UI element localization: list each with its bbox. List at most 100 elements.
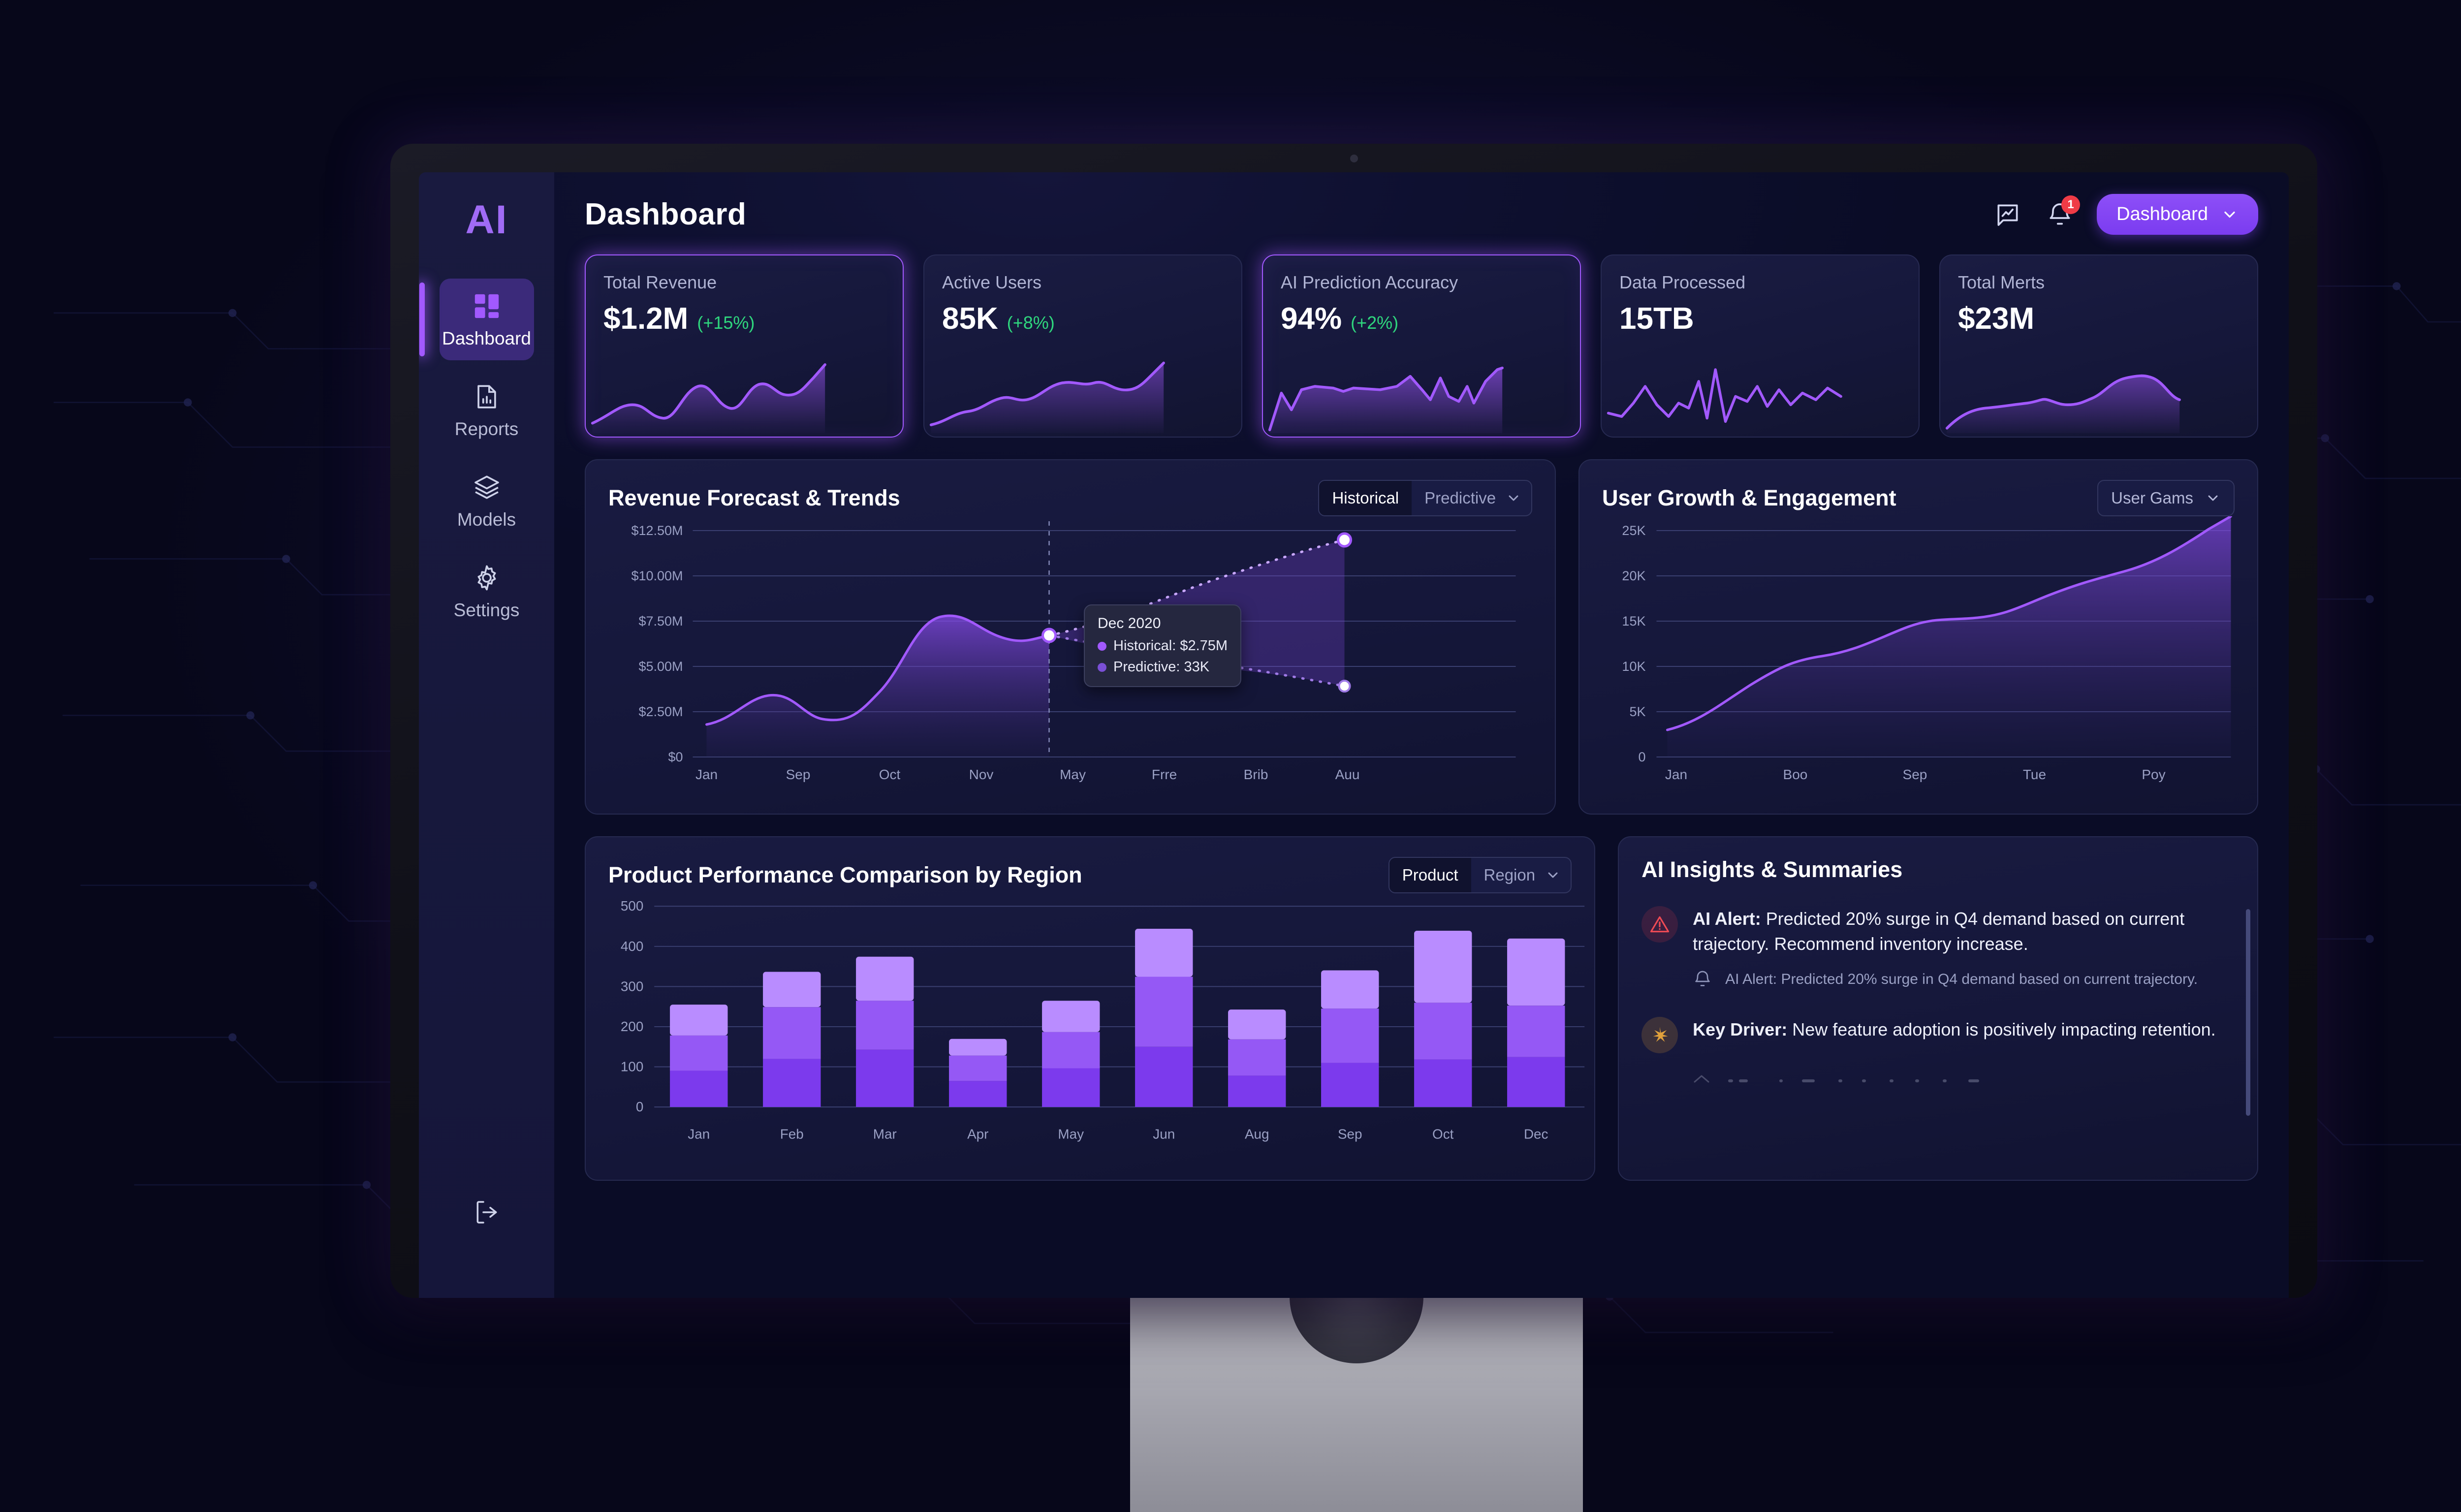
panel-header: AI Insights & Summaries — [1619, 837, 2257, 882]
sidebar-item-models[interactable]: Models — [440, 460, 534, 541]
charts-row-lower: Product Performance Comparison by Region… — [585, 836, 2258, 1298]
segment-product[interactable]: Product — [1389, 858, 1471, 892]
kpi-card-ai-prediction-accuracy[interactable]: AI Prediction Accuracy 94% (+2%) — [1262, 254, 1581, 438]
insight-bold-label: Key Driver: — [1693, 1019, 1788, 1040]
kpi-card-total-merts[interactable]: Total Merts $23M — [1939, 254, 2258, 438]
tooltip-dot-predictive — [1098, 662, 1106, 672]
insights-list: AI Alert: Predicted 20% surge in Q4 dema… — [1619, 882, 2257, 1116]
svg-text:Sep: Sep — [786, 767, 811, 782]
kpi-card-total-revenue[interactable]: Total Revenue $1.2M (+15%) — [585, 254, 904, 438]
bar-group-apr — [949, 1039, 1007, 1107]
kpi-value: $1.2M — [603, 302, 689, 336]
svg-text:100: 100 — [621, 1059, 643, 1074]
segment-region-label: Region — [1483, 866, 1536, 884]
panel-title: Product Performance Comparison by Region — [608, 862, 1082, 887]
tooltip-dot-historical — [1098, 641, 1106, 651]
kpi-delta: (+15%) — [697, 313, 755, 333]
bell-icon — [1693, 969, 1712, 989]
app-logo: AI — [465, 197, 508, 242]
svg-text:20K: 20K — [1622, 568, 1645, 583]
product-performance-chart[interactable]: 500 400 300 200 100 0 — [586, 893, 1594, 1149]
sidebar-item-dashboard[interactable]: Dashboard — [419, 279, 534, 360]
insights-scrollbar[interactable] — [2246, 909, 2250, 1116]
panel-title: AI Insights & Summaries — [1641, 857, 1903, 882]
sidebar: AI Dashboard — [419, 172, 554, 1298]
sidebar-item-label: Models — [457, 509, 516, 530]
insight-bold-label: AI Alert: — [1693, 909, 1761, 929]
insight-text: AI Alert: Predicted 20% surge in Q4 dema… — [1693, 906, 2235, 956]
chat-chart-icon[interactable] — [1992, 199, 2023, 230]
sidebar-item-reports[interactable]: Reports — [440, 369, 534, 451]
tooltip-row-historical: Historical: $2.75M — [1113, 638, 1228, 654]
segment-region[interactable]: Region — [1471, 858, 1571, 892]
segment-predictive[interactable]: Predictive — [1412, 481, 1531, 515]
kpi-card-active-users[interactable]: Active Users 85K (+8%) — [923, 254, 1242, 438]
kpi-label: Total Revenue — [603, 272, 717, 292]
kpi-card-data-processed[interactable]: Data Processed 15TB — [1601, 254, 1920, 438]
screen: AI Dashboard — [419, 172, 2289, 1298]
bar-group-sep — [1321, 970, 1379, 1107]
main-content: Dashboard 1 — [554, 172, 2289, 1298]
kpi-delta: (+8%) — [1007, 313, 1055, 333]
svg-text:$5.00M: $5.00M — [638, 659, 683, 674]
kpi-delta: (+2%) — [1351, 313, 1399, 333]
user-growth-chart[interactable]: 25K 20K 15K 10K 5K 0 — [1579, 516, 2257, 782]
revenue-forecast-panel: Revenue Forecast & Trends Historical Pre… — [585, 459, 1556, 815]
insight-item-truncated — [1693, 1073, 2235, 1086]
svg-text:Boo: Boo — [1783, 767, 1808, 782]
svg-text:Apr: Apr — [967, 1127, 988, 1142]
revenue-forecast-chart[interactable]: $12.50M $10.00M $7.50M $5.00M $2.50M $0 — [586, 516, 1555, 782]
dashboard-dropdown-button[interactable]: Dashboard — [2097, 194, 2258, 235]
svg-text:Jan: Jan — [688, 1127, 710, 1142]
ai-insights-panel: AI Insights & Summaries AI Alert: Pr — [1618, 836, 2258, 1181]
svg-text:Feb: Feb — [780, 1127, 804, 1142]
tooltip-date: Dec 2020 — [1098, 615, 1161, 631]
kpi-value: 94% — [1281, 302, 1342, 336]
svg-text:Sep: Sep — [1903, 767, 1927, 782]
svg-text:Sep: Sep — [1338, 1127, 1362, 1142]
segment-historical[interactable]: Historical — [1319, 481, 1412, 515]
warning-triangle-icon — [1641, 906, 1678, 943]
bar-group-oct — [1414, 930, 1472, 1107]
kpi-label: Data Processed — [1619, 272, 1746, 292]
layers-icon — [473, 473, 501, 502]
insight-item-ai-alert[interactable]: AI Alert: Predicted 20% surge in Q4 dema… — [1641, 906, 2235, 956]
sidebar-item-settings[interactable]: Settings — [440, 550, 534, 632]
insight-item-key-driver[interactable]: Key Driver: New feature adoption is posi… — [1641, 1016, 2235, 1053]
svg-text:$2.50M: $2.50M — [638, 704, 683, 719]
sparkline-chart — [929, 361, 1165, 434]
bar-group-jun — [1135, 929, 1193, 1107]
svg-text:25K: 25K — [1622, 523, 1645, 538]
bar-group-jan — [670, 1005, 728, 1107]
insight-body: Predicted 20% surge in Q4 demand based o… — [1693, 909, 2185, 954]
svg-text:Frre: Frre — [1152, 767, 1177, 782]
topbar: Dashboard 1 — [585, 194, 2258, 235]
bar-group-feb — [763, 972, 821, 1107]
gear-icon — [473, 564, 501, 592]
user-gams-label: User Gams — [2111, 489, 2193, 507]
svg-text:$0: $0 — [668, 750, 683, 764]
monitor-bezel: AI Dashboard — [390, 144, 2317, 1298]
report-document-icon — [473, 382, 501, 411]
logout-icon[interactable] — [464, 1190, 509, 1235]
sidebar-nav: Dashboard Reports — [419, 279, 554, 632]
svg-text:200: 200 — [621, 1019, 643, 1034]
svg-text:Tue: Tue — [2023, 767, 2046, 782]
svg-text:Auu: Auu — [1335, 767, 1360, 782]
svg-text:$10.00M: $10.00M — [631, 568, 683, 583]
segment-predictive-label: Predictive — [1424, 489, 1496, 507]
svg-text:Jan: Jan — [695, 767, 718, 782]
product-region-toggle[interactable]: Product Region — [1388, 857, 1572, 893]
truncated-row-placeholder — [1694, 1075, 1980, 1083]
historical-predictive-toggle[interactable]: Historical Predictive — [1318, 480, 1533, 516]
sparkline-chart — [1607, 368, 1842, 423]
chevron-down-icon — [1509, 495, 1518, 501]
svg-text:300: 300 — [621, 978, 643, 994]
bell-icon[interactable]: 1 — [2045, 195, 2081, 230]
charts-row-upper: Revenue Forecast & Trends Historical Pre… — [585, 459, 2258, 815]
insight-subnote: AI Alert: Predicted 20% surge in Q4 dema… — [1693, 969, 2235, 990]
user-gams-select[interactable]: User Gams — [2097, 480, 2235, 516]
kpi-value: $23M — [1958, 302, 2035, 336]
kpi-value: 85K — [942, 302, 998, 336]
svg-text:Mar: Mar — [873, 1127, 897, 1142]
